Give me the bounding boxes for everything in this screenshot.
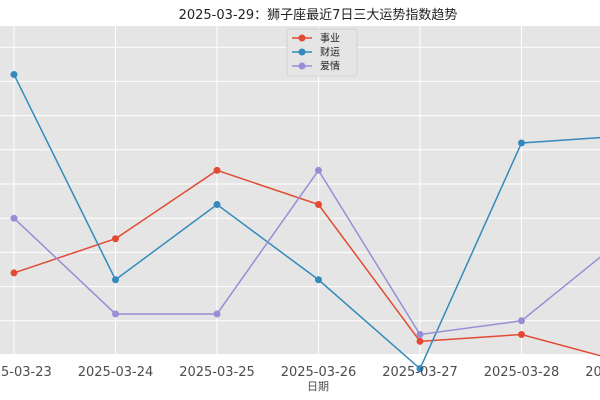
data-point: [10, 214, 18, 222]
chart-title: 2025-03-29：狮子座最近7日三大运势指数趋势: [179, 7, 458, 23]
legend-marker: [298, 34, 306, 42]
data-point: [10, 71, 18, 79]
x-axis-label: 日期: [307, 380, 329, 393]
legend-marker: [298, 48, 306, 56]
x-tick-label: 2025-03-24: [78, 365, 154, 380]
series-1: [10, 166, 600, 357]
data-point: [518, 317, 525, 325]
x-tick-label: 2025-03-29: [585, 365, 600, 380]
x-tick-label: 2025-03-26: [281, 365, 357, 380]
data-point: [112, 235, 119, 243]
data-point: [416, 330, 424, 338]
x-tick-labels: 2025-03-23 2025-03-24 2025-03-25 2025-03-26…: [0, 365, 600, 380]
series-2: [10, 71, 600, 373]
legend-label: 事业: [320, 32, 340, 45]
data-point: [112, 276, 119, 284]
data-point: [315, 166, 322, 174]
legend-marker: [298, 62, 306, 70]
legend-item: 财运: [292, 46, 340, 59]
x-tick-label: 2025-03-28: [484, 365, 560, 380]
data-point: [112, 310, 119, 318]
data-point: [10, 269, 18, 277]
x-tick-label: 2025-03-27: [382, 365, 458, 380]
x-tick-label: 2025-03-25: [179, 365, 255, 380]
data-point: [315, 276, 322, 284]
data-point: [315, 201, 322, 209]
legend-item: 爱情: [292, 60, 340, 73]
data-point: [416, 337, 424, 345]
x-tick-label: 2025-03-23: [0, 365, 52, 380]
data-point: [518, 139, 525, 147]
series-layer: [10, 71, 600, 373]
data-point: [213, 310, 221, 318]
legend-label: 财运: [320, 46, 340, 59]
data-point: [213, 166, 221, 174]
data-point: [213, 201, 221, 209]
legend-item: 事业: [292, 32, 340, 45]
data-point: [416, 365, 424, 373]
legend-label: 爱情: [320, 60, 340, 73]
grid: [0, 26, 600, 354]
series-3: [10, 166, 600, 338]
data-point: [518, 330, 525, 338]
